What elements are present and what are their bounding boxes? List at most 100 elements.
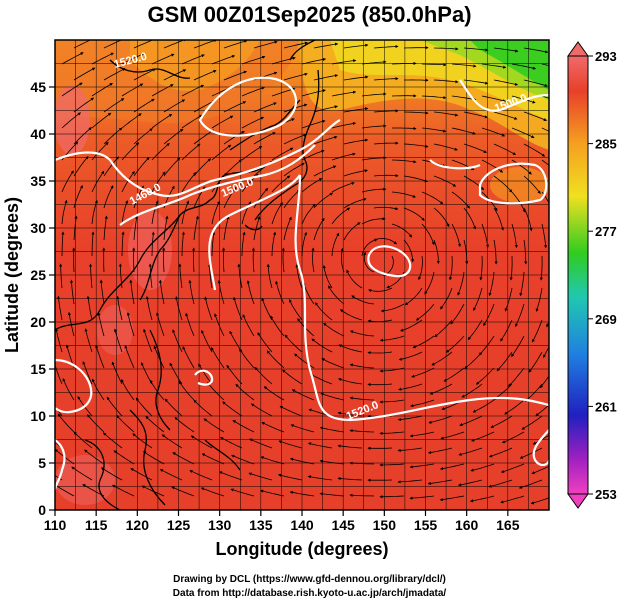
credit-drawing: Drawing by DCL (https://www.gfd-dennou.o… bbox=[173, 574, 446, 585]
streamline bbox=[319, 426, 345, 433]
streamline bbox=[412, 335, 435, 349]
x-tick-label: 150 bbox=[373, 517, 397, 533]
streamline bbox=[367, 382, 393, 387]
streamline bbox=[301, 203, 316, 225]
streamline bbox=[121, 379, 135, 401]
streamline bbox=[226, 364, 243, 385]
streamline bbox=[211, 347, 225, 369]
streamline bbox=[445, 335, 465, 353]
streamline bbox=[235, 383, 255, 401]
streamline bbox=[349, 493, 375, 497]
streamline bbox=[100, 467, 123, 481]
streamline bbox=[153, 345, 165, 369]
streamline bbox=[479, 255, 483, 281]
streamline bbox=[338, 344, 363, 353]
streamline bbox=[124, 345, 135, 369]
streamline bbox=[169, 362, 183, 385]
streamline bbox=[281, 247, 285, 273]
streamline bbox=[461, 383, 483, 398]
streamline bbox=[121, 200, 129, 225]
streamline bbox=[289, 457, 315, 465]
streamline bbox=[339, 309, 363, 321]
streamline bbox=[61, 82, 83, 97]
streamline bbox=[523, 175, 541, 195]
streamline bbox=[204, 296, 213, 321]
streamline bbox=[349, 429, 375, 433]
streamline bbox=[271, 175, 291, 193]
streamline bbox=[493, 47, 519, 53]
streamline bbox=[343, 107, 369, 113]
y-tick-label: 30 bbox=[30, 220, 46, 236]
streamline bbox=[156, 312, 165, 337]
streamline bbox=[464, 351, 483, 370]
streamline bbox=[242, 314, 255, 337]
streamline bbox=[181, 143, 201, 161]
streamline bbox=[181, 231, 185, 257]
y-axis-ticks: 0 5 10 15 20 25 30 35 40 45 bbox=[30, 79, 55, 518]
streamline bbox=[524, 383, 543, 402]
streamline bbox=[222, 401, 243, 417]
streamline bbox=[174, 416, 195, 433]
streamline bbox=[218, 471, 243, 481]
streamline bbox=[449, 255, 453, 281]
streamline bbox=[535, 287, 543, 312]
streamline bbox=[361, 92, 387, 97]
streamline bbox=[91, 112, 112, 129]
colorbar-tick-label: 269 bbox=[595, 312, 617, 327]
streamline bbox=[410, 399, 435, 408]
streamline bbox=[241, 55, 266, 65]
streamline bbox=[433, 47, 459, 51]
streamline bbox=[542, 345, 549, 358]
y-tick-label: 25 bbox=[30, 267, 46, 283]
streamline bbox=[531, 465, 549, 475]
streamline bbox=[190, 435, 213, 449]
streamline bbox=[260, 456, 285, 465]
colorbar-scale bbox=[567, 55, 589, 495]
streamline bbox=[73, 215, 78, 241]
streamline bbox=[427, 447, 453, 455]
streamline bbox=[481, 127, 506, 137]
streamline bbox=[207, 381, 225, 401]
streamline bbox=[511, 223, 518, 249]
streamline bbox=[241, 86, 266, 97]
streamline bbox=[275, 280, 285, 305]
streamline bbox=[471, 431, 495, 442]
streamline bbox=[86, 295, 93, 321]
streamline bbox=[159, 469, 183, 481]
streamline bbox=[409, 495, 435, 500]
streamline bbox=[521, 415, 543, 430]
streamline bbox=[211, 200, 220, 225]
streamline bbox=[257, 332, 273, 353]
streamline bbox=[523, 47, 549, 54]
streamline bbox=[313, 74, 339, 81]
streamline bbox=[409, 431, 435, 438]
streamline bbox=[171, 486, 195, 497]
streamline bbox=[106, 396, 123, 417]
streamline bbox=[193, 69, 217, 81]
streamline bbox=[88, 263, 93, 289]
streamline bbox=[271, 231, 277, 257]
streamline bbox=[349, 461, 375, 465]
streamline bbox=[463, 207, 477, 230]
streamline bbox=[261, 422, 285, 433]
streamline bbox=[391, 223, 413, 238]
streamline bbox=[55, 441, 63, 449]
streamline bbox=[391, 191, 417, 198]
streamline bbox=[253, 40, 278, 49]
streamline bbox=[379, 399, 405, 404]
streamline bbox=[172, 452, 195, 465]
colorbar-tick-label: 261 bbox=[595, 399, 617, 414]
streamline bbox=[91, 52, 114, 65]
streamline bbox=[193, 158, 212, 177]
streamline bbox=[133, 215, 139, 241]
streamline bbox=[163, 128, 184, 145]
streamline bbox=[483, 303, 495, 327]
streamline bbox=[239, 348, 255, 369]
x-tick-label: 120 bbox=[126, 517, 150, 533]
streamline bbox=[361, 187, 387, 193]
streamline bbox=[181, 172, 197, 193]
streamline bbox=[73, 156, 89, 177]
streamline bbox=[418, 255, 423, 281]
streamline bbox=[121, 113, 142, 129]
streamline bbox=[133, 68, 156, 81]
